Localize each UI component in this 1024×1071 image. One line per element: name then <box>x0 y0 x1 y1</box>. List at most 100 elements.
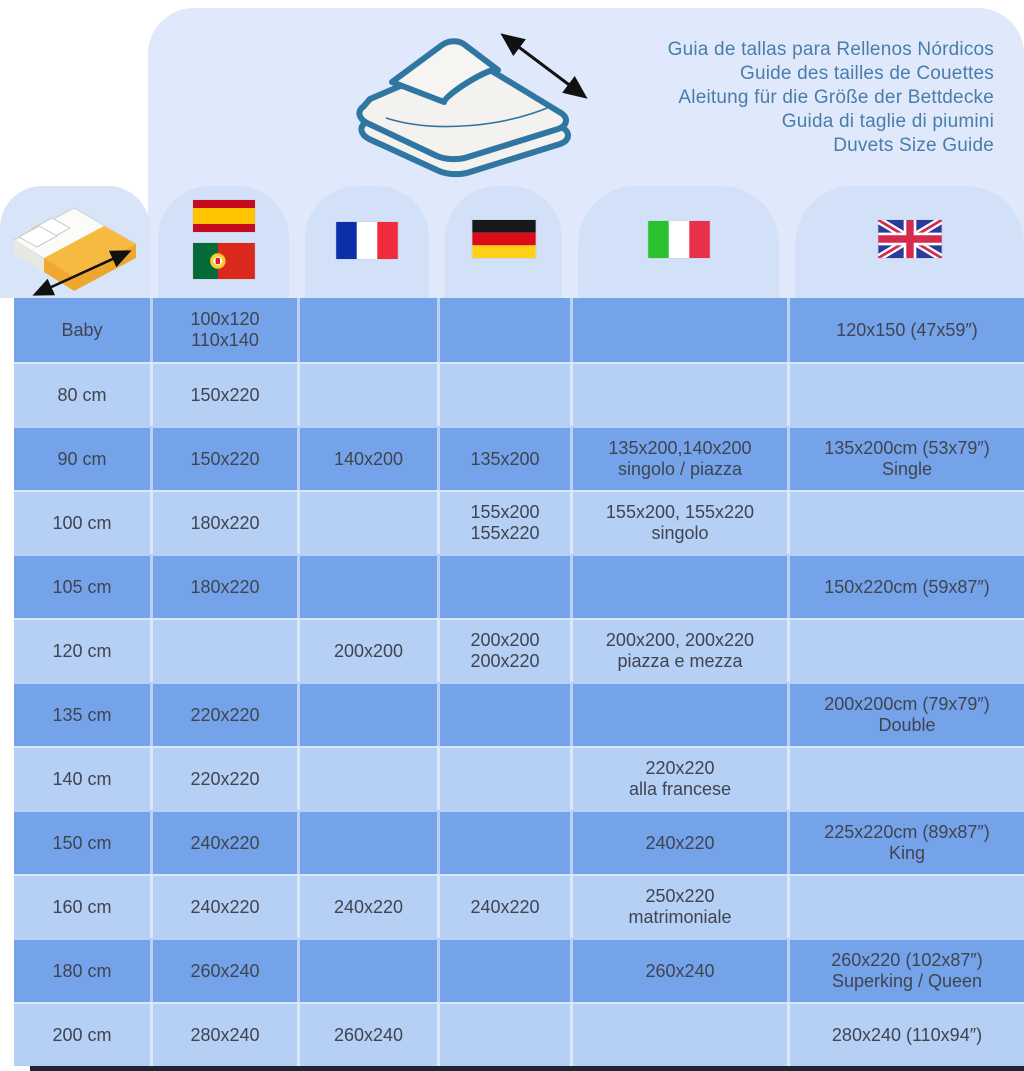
cell-uk: 120x150 (47x59″) <box>787 298 1024 362</box>
title-line-it: Guida di taglie di piumini <box>781 111 994 132</box>
cell-germany: 155x200 155x220 <box>437 492 570 554</box>
cell-italy: 200x200, 200x220 piazza e mezza <box>570 620 787 682</box>
title-line-de: Aleitung für die Größe der Bettdecke <box>678 87 994 108</box>
cell-uk <box>787 876 1024 938</box>
column-arch-italy <box>578 186 779 298</box>
column-arch-uk <box>795 186 1024 298</box>
row-label: 90 cm <box>57 448 107 469</box>
table-row: 80 cm 150x220 <box>14 362 1024 426</box>
cell-uk <box>787 364 1024 426</box>
cell-spain-portugal: 180x220 <box>150 556 297 618</box>
spain-flag <box>192 200 255 232</box>
cell-spain-portugal: 240x220 <box>150 876 297 938</box>
table-row: 200 cm 280x240 260x240 280x240 (110x94″) <box>14 1002 1024 1066</box>
cell-spain-portugal: 240x220 <box>150 812 297 874</box>
cell-uk: 150x220cm (59x87″) <box>787 556 1024 618</box>
row-header-arch <box>0 186 150 298</box>
cell-france <box>297 812 437 874</box>
cell-line: 240x220 <box>333 896 404 917</box>
cell-france <box>297 684 437 746</box>
cell-france: 260x240 <box>297 1004 437 1066</box>
cell-line: 260x220 (102x87″) <box>831 950 983 970</box>
table-row: 180 cm 260x240 260x240 260x220 (102x87″)… <box>14 938 1024 1002</box>
row-label: Baby <box>61 319 103 340</box>
row-label: 140 cm <box>52 768 112 789</box>
table-row: Baby 100x120 110x140 120x150 (47x59″) <box>14 298 1024 362</box>
cell-uk: 200x200cm (79x79″) Double <box>787 684 1024 746</box>
cell-france <box>297 748 437 810</box>
cell-italy <box>570 1004 787 1066</box>
cell-line: 150x220 <box>190 448 260 469</box>
uk-flag <box>877 220 942 258</box>
cell-line: 155x200, 155x220 <box>605 502 755 522</box>
cell-italy: 260x240 <box>570 940 787 1002</box>
row-label: 135 cm <box>52 704 112 725</box>
cell-germany <box>437 940 570 1002</box>
cell-spain-portugal: 150x220 <box>150 364 297 426</box>
cell-germany: 135x200 <box>437 428 570 490</box>
cell-germany <box>437 556 570 618</box>
cell-germany <box>437 684 570 746</box>
cell-line: 155x220 <box>470 523 540 543</box>
table-row: 135 cm 220x220 200x200cm (79x79″) Double <box>14 682 1024 746</box>
cell-france: 240x220 <box>297 876 437 938</box>
row-label: 120 cm <box>52 640 112 661</box>
row-label: 100 cm <box>52 512 112 533</box>
cell-line: 225x220cm (89x87″) <box>824 822 990 842</box>
cell-uk <box>787 620 1024 682</box>
row-label: 180 cm <box>52 960 112 981</box>
cell-line: 200x200 <box>470 630 540 650</box>
cell-uk: 135x200cm (53x79″) Single <box>787 428 1024 490</box>
row-label: 150 cm <box>52 832 112 853</box>
title-line-en: Duvets Size Guide <box>833 135 994 156</box>
row-label: 105 cm <box>52 576 112 597</box>
cell-uk: 280x240 (110x94″) <box>787 1004 1024 1066</box>
cell-line: singolo / piazza <box>617 459 743 479</box>
cell-line: piazza e mezza <box>617 651 743 671</box>
cell-line: 220x220 <box>190 704 260 725</box>
cell-line: 200x200 <box>333 640 404 661</box>
page-title: Guia de tallas para Rellenos Nórdicos Gu… <box>668 38 994 158</box>
cell-line: 180x220 <box>190 576 260 597</box>
row-label: 80 cm <box>57 384 107 405</box>
cell-line: 135x200 <box>470 448 540 469</box>
table-row: 120 cm 200x200 200x200 200x220 200x200, 2… <box>14 618 1024 682</box>
cell-line: matrimoniale <box>628 907 732 927</box>
table-row: 100 cm 180x220 155x200 155x220 155x200, 1… <box>14 490 1024 554</box>
column-arch-france <box>305 186 429 298</box>
cell-line: Superking / Queen <box>831 971 983 991</box>
cell-france <box>297 492 437 554</box>
cell-line: 155x200 <box>470 502 540 522</box>
bottom-edge-bar <box>30 1066 1024 1071</box>
cell-line: singolo <box>651 523 709 543</box>
cell-line: 110x140 <box>191 330 259 350</box>
cell-germany: 240x220 <box>437 876 570 938</box>
cell-germany <box>437 812 570 874</box>
cell-line: 280x240 <box>190 1024 260 1045</box>
cell-line: 240x220 <box>645 832 715 853</box>
cell-line: 140x200 <box>333 448 404 469</box>
cell-line: 100x120 <box>190 309 260 329</box>
cell-italy <box>570 556 787 618</box>
cell-line: 260x240 <box>333 1024 404 1045</box>
cell-spain-portugal <box>150 620 297 682</box>
cell-spain-portugal: 100x120 110x140 <box>150 298 297 362</box>
cell-italy: 250x220 matrimoniale <box>570 876 787 938</box>
row-label: 200 cm <box>52 1024 112 1045</box>
table-row: 150 cm 240x220 240x220 225x220cm (89x87″… <box>14 810 1024 874</box>
cell-spain-portugal: 280x240 <box>150 1004 297 1066</box>
cell-line: 280x240 (110x94″) <box>831 1024 983 1045</box>
italy-flag <box>647 221 710 258</box>
cell-italy <box>570 684 787 746</box>
cell-spain-portugal: 180x220 <box>150 492 297 554</box>
cell-italy: 135x200,140x200 singolo / piazza <box>570 428 787 490</box>
cell-france: 140x200 <box>297 428 437 490</box>
table-row: 160 cm 240x220 240x220 240x220 250x220 ma… <box>14 874 1024 938</box>
cell-germany <box>437 364 570 426</box>
folded-duvet-icon <box>326 22 616 182</box>
cell-france <box>297 940 437 1002</box>
cell-line: 180x220 <box>190 512 260 533</box>
cell-line: Double <box>878 715 936 735</box>
table-row: 90 cm 150x220 140x200 135x200 135x200,14… <box>14 426 1024 490</box>
cell-line: Single <box>881 459 933 479</box>
